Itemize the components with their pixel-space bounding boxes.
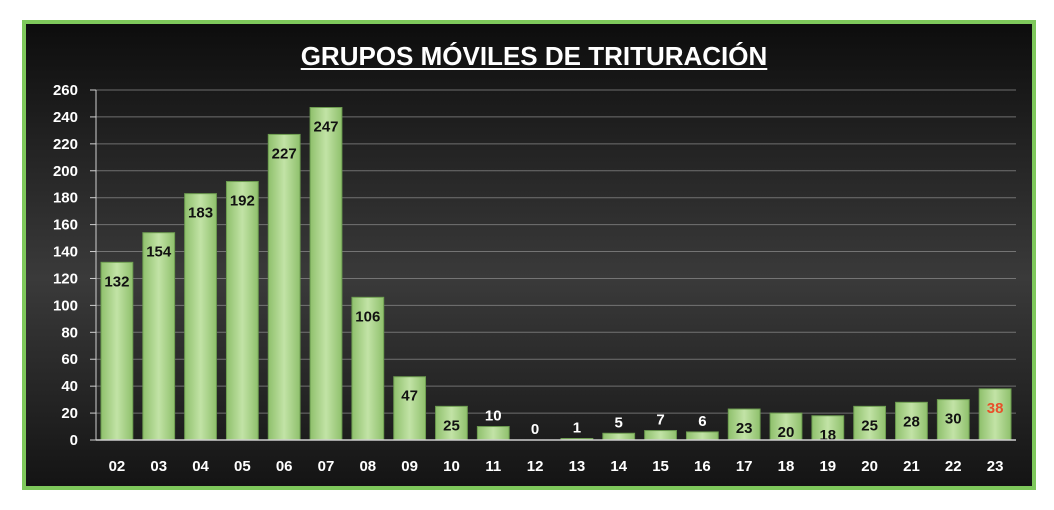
data-label-03: 154 — [146, 244, 172, 261]
bar-09 — [393, 376, 427, 441]
data-label-09: 47 — [401, 388, 418, 405]
bar-17 — [727, 408, 761, 441]
x-tick-label: 15 — [652, 458, 669, 475]
data-label-10: 25 — [443, 417, 460, 434]
x-tick-label: 23 — [987, 458, 1004, 475]
y-tick-label: 220 — [53, 136, 78, 153]
x-tick-label: 20 — [861, 458, 878, 475]
x-tick-label: 18 — [778, 458, 795, 475]
data-labels: 132 154 183 192 227 247 106 47 25 10 0 1 5 7 6 23 20 18 25… — [104, 119, 1003, 444]
x-tick-label: 09 — [401, 458, 418, 475]
y-tick-label: 0 — [70, 432, 78, 449]
data-label-22: 30 — [945, 411, 962, 428]
bar-18 — [769, 412, 803, 441]
data-label-16: 6 — [698, 413, 706, 430]
bar-23 — [978, 388, 1012, 441]
bar-15 — [644, 430, 677, 441]
bar-02 — [100, 261, 134, 441]
bar-20 — [853, 405, 887, 441]
bar-06 — [267, 133, 301, 441]
bar-05 — [225, 181, 259, 441]
x-tick-label: 04 — [192, 458, 209, 475]
bar-03 — [142, 232, 176, 441]
data-label-12: 0 — [531, 421, 539, 438]
bar-16 — [685, 431, 719, 441]
y-tick-label: 60 — [61, 351, 78, 368]
data-label-21: 28 — [903, 413, 920, 430]
data-label-11: 10 — [485, 408, 502, 425]
y-tick-label: 120 — [53, 270, 78, 287]
y-tick-label: 160 — [53, 217, 78, 234]
bar-11 — [476, 426, 510, 441]
x-axis: 02 03 04 05 06 07 08 09 10 11 12 13 14 15 16 17 18 19 20 21… — [96, 439, 1016, 475]
x-tick-label: 14 — [610, 458, 627, 475]
bars — [100, 107, 1012, 441]
x-tick-label: 12 — [527, 458, 544, 475]
y-tick-label: 40 — [61, 378, 78, 395]
data-label-13: 1 — [573, 420, 581, 437]
y-tick-label: 200 — [53, 163, 78, 180]
x-tick-label: 19 — [819, 458, 836, 475]
y-tick-label: 180 — [53, 190, 78, 207]
data-label-19: 18 — [819, 427, 836, 444]
data-label-23: 38 — [987, 400, 1004, 417]
x-tick-label: 08 — [359, 458, 376, 475]
data-label-20: 25 — [861, 417, 878, 434]
bar-chart: GRUPOS MÓVILES DE TRITURACIÓN 0204060801… — [26, 24, 1032, 486]
data-label-18: 20 — [778, 424, 795, 441]
data-label-04: 183 — [188, 205, 213, 222]
bar-21 — [895, 401, 928, 441]
data-label-14: 5 — [615, 414, 623, 431]
data-label-17: 23 — [736, 420, 753, 437]
data-label-07: 247 — [313, 119, 338, 136]
y-tick-label: 20 — [61, 405, 78, 422]
x-tick-label: 16 — [694, 458, 711, 475]
x-tick-label: 22 — [945, 458, 962, 475]
y-tick-label: 100 — [53, 297, 78, 314]
x-tick-label: 05 — [234, 458, 251, 475]
y-tick-label: 140 — [53, 244, 78, 261]
data-label-08: 106 — [355, 308, 380, 325]
data-label-15: 7 — [656, 412, 664, 429]
bar-07 — [309, 107, 343, 441]
bar-19 — [811, 415, 845, 441]
x-tick-label: 07 — [318, 458, 335, 475]
data-label-02: 132 — [104, 273, 129, 290]
x-tick-label: 02 — [109, 458, 126, 475]
y-tick-label: 80 — [61, 324, 78, 341]
x-tick-label: 10 — [443, 458, 460, 475]
bar-10 — [435, 405, 468, 441]
x-tick-label: 03 — [150, 458, 167, 475]
y-tick-label: 260 — [53, 82, 78, 99]
data-label-05: 192 — [230, 193, 255, 210]
y-tick-label: 240 — [53, 109, 78, 126]
chart-frame: GRUPOS MÓVILES DE TRITURACIÓN 0 20 40 60 80 1… — [22, 20, 1036, 490]
y-axis: 0 20 40 60 80 100 120 140 160 180 200 220 240 260 — [53, 82, 97, 449]
x-tick-label: 06 — [276, 458, 293, 475]
x-tick-label: 21 — [903, 458, 920, 475]
chart-title: GRUPOS MÓVILES DE TRITURACIÓN — [301, 41, 768, 71]
data-label-06: 227 — [272, 145, 297, 162]
x-tick-label: 17 — [736, 458, 753, 475]
bar-14 — [602, 432, 636, 441]
bar-04 — [184, 193, 217, 441]
bar-22 — [936, 399, 970, 441]
x-tick-label: 11 — [485, 458, 501, 475]
x-tick-label: 13 — [569, 458, 586, 475]
